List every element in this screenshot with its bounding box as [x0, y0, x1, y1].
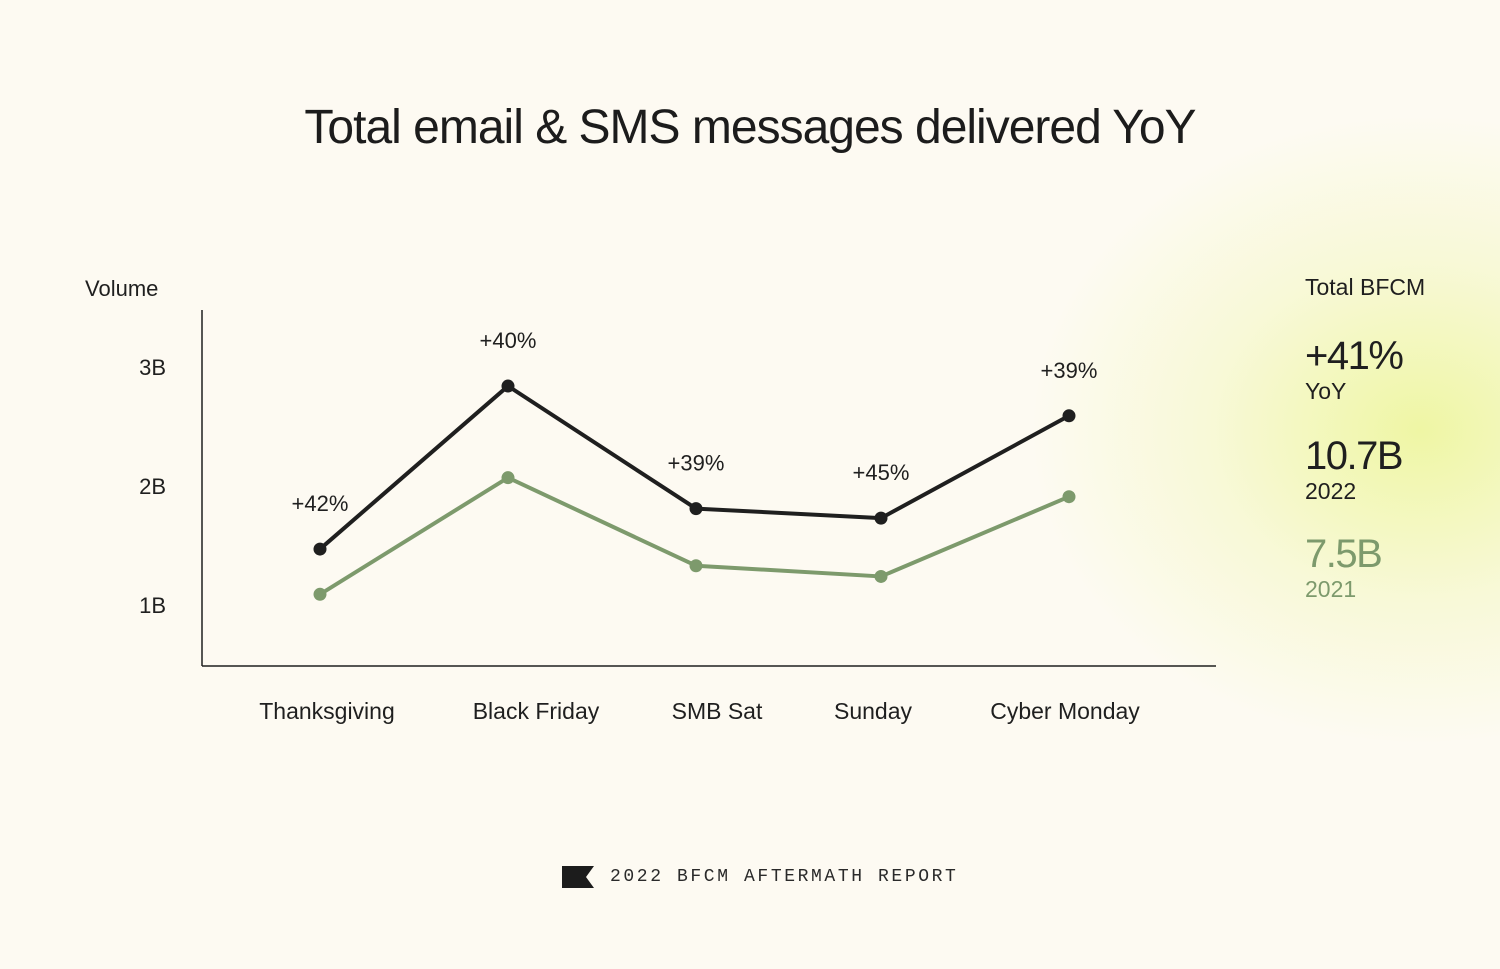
data-point-2021 — [874, 569, 888, 583]
series-group — [313, 379, 1076, 601]
annotations-group: +42% +40% +39% +45% +39% — [292, 328, 1098, 516]
summary-2022: 10.7B 2022 — [1305, 434, 1404, 504]
data-point-2022 — [689, 502, 703, 516]
total-2022-value: 10.7B — [1305, 434, 1404, 478]
data-point-2021 — [689, 559, 703, 573]
y-axis-label: Volume — [85, 276, 158, 301]
footer-text: 2022 BFCM AFTERMATH REPORT — [610, 867, 959, 887]
y-axis-ticks: 1B 2B 3B — [139, 355, 166, 618]
yoy-value: +41% — [1305, 334, 1404, 378]
summary-2021: 7.5B 2021 — [1305, 532, 1383, 602]
total-2021-value: 7.5B — [1305, 532, 1383, 576]
flag-logo-icon — [562, 866, 594, 888]
series-line-2021 — [318, 475, 1071, 597]
data-point-2021 — [1062, 490, 1076, 504]
summary-panel: Total BFCM +41% YoY 10.7B 2022 7.5B 2021 — [1305, 274, 1495, 602]
data-point-2021 — [313, 587, 327, 601]
total-2022-label: 2022 — [1305, 478, 1357, 504]
summary-yoy: +41% YoY — [1305, 334, 1404, 404]
x-tick-label: SMB Sat — [672, 698, 763, 724]
x-axis-ticks: Thanksgiving Black Friday SMB Sat Sunday Cyb… — [259, 698, 1140, 724]
summary-heading: Total BFCM — [1305, 274, 1426, 300]
growth-annotation: +39% — [668, 451, 725, 476]
x-tick-label: Cyber Monday — [990, 698, 1140, 724]
growth-annotation: +40% — [480, 328, 537, 353]
y-tick-label: 3B — [139, 355, 166, 380]
x-tick-label: Sunday — [834, 698, 913, 724]
data-point-2022 — [501, 379, 515, 393]
total-2021-label: 2021 — [1305, 576, 1357, 602]
data-point-2022 — [313, 542, 327, 556]
x-tick-label: Black Friday — [473, 698, 600, 724]
chart-title: Total email & SMS messages delivered YoY — [304, 101, 1196, 154]
growth-annotation: +39% — [1041, 358, 1098, 383]
footer: 2022 BFCM AFTERMATH REPORT — [562, 866, 958, 888]
data-point-2022 — [1062, 409, 1076, 423]
growth-annotation: +45% — [853, 460, 910, 485]
x-tick-label: Thanksgiving — [259, 698, 395, 724]
data-point-2021 — [501, 471, 515, 485]
yoy-label: YoY — [1305, 378, 1347, 404]
growth-annotation: +42% — [292, 491, 349, 516]
y-tick-label: 1B — [139, 593, 166, 618]
y-tick-label: 2B — [139, 474, 166, 499]
data-point-2022 — [874, 511, 888, 525]
